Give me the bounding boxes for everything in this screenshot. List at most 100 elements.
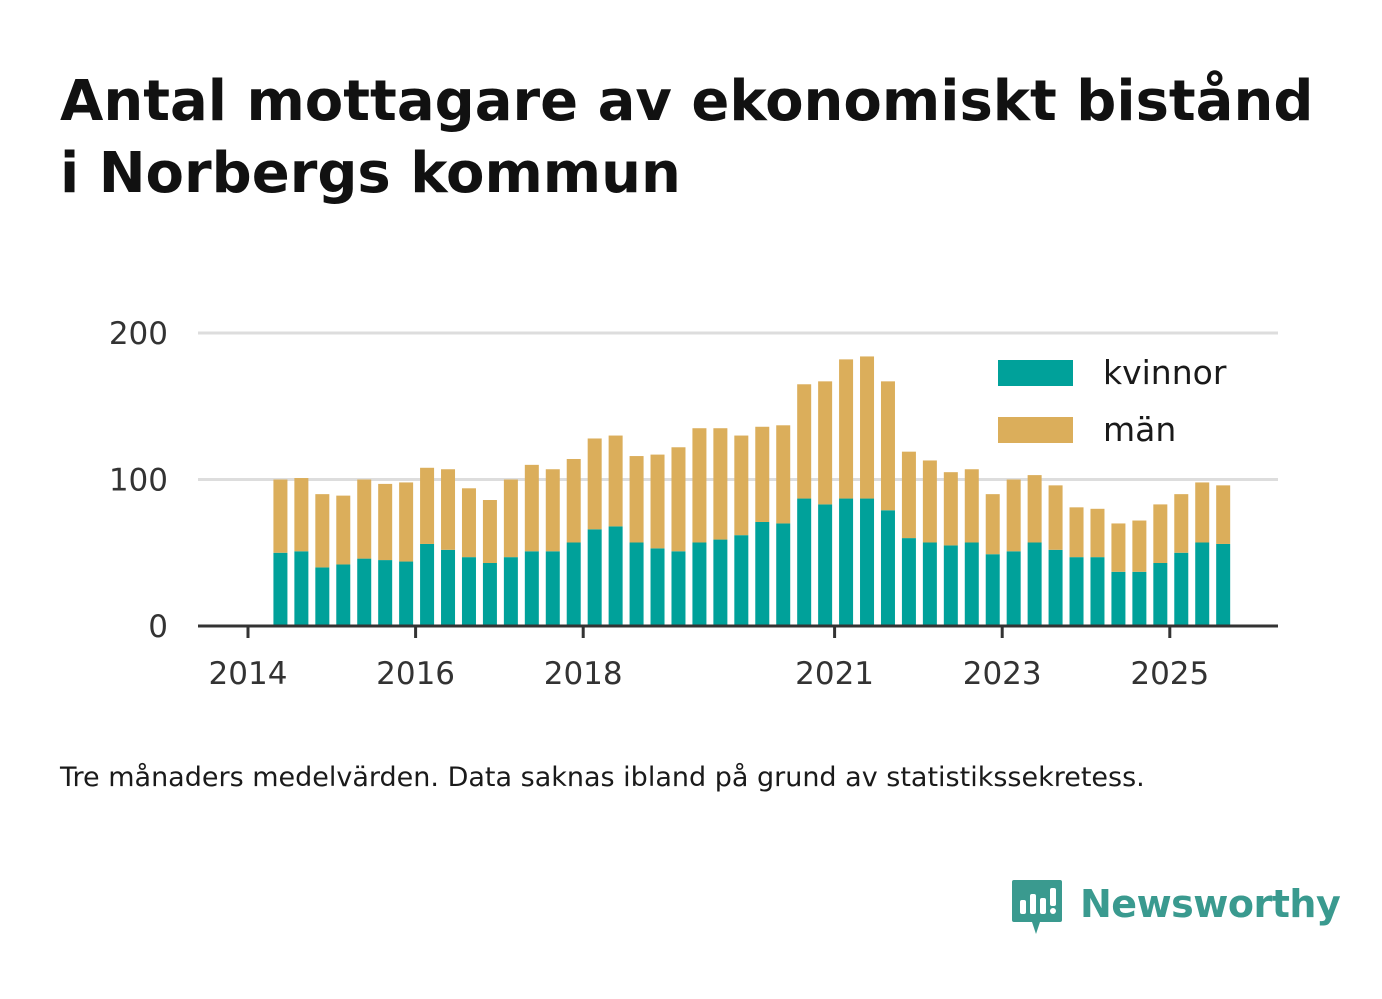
y-tick-label: 100 [109,463,168,499]
bar-man [336,495,351,565]
bar-kvinnor [336,564,351,626]
bar-kvinnor [797,498,812,626]
bar-kvinnor [629,542,644,626]
bar-man [315,494,330,568]
bar-kvinnor [985,554,1000,626]
bar-man [399,482,414,562]
bar-kvinnor [839,498,854,626]
bar-kvinnor [273,552,288,626]
chart-caption: Tre månaders medelvärden. Data saknas ib… [60,762,1145,793]
bar-kvinnor [901,538,916,626]
bar-man [524,464,539,552]
bar-kvinnor [734,535,749,626]
legend-swatch-kvinnor [998,360,1073,386]
bar-kvinnor [294,551,309,626]
bar-kvinnor [1216,543,1231,626]
bar-kvinnor [315,567,330,626]
bar-man [441,469,456,550]
bar-man [1006,479,1021,552]
bar-man [378,483,393,561]
x-tick-label: 2016 [376,656,455,692]
bar-man [587,438,602,530]
bar-man [1027,475,1042,543]
bar-kvinnor [1006,551,1021,626]
bar-kvinnor [441,549,456,626]
bar-man [420,467,435,544]
bar-man [503,479,518,558]
bar-kvinnor [713,539,728,626]
bar-kvinnor [608,526,623,626]
bar-man [294,478,309,552]
y-tick-label: 200 [109,316,168,352]
bar-man [1132,520,1147,572]
newsworthy-logo-icon [1012,880,1062,934]
bar-man [357,479,372,559]
bar-kvinnor [461,557,476,626]
bar-kvinnor [1153,563,1168,626]
bar-kvinnor [524,551,539,626]
bar-kvinnor [860,498,875,626]
chart-title: Antal mottagare av ekonomiskt bistånd i … [60,66,1350,210]
legend-label-man: män [1103,410,1176,449]
bar-man [608,435,623,527]
bar-kvinnor [545,551,560,626]
bar-man [629,456,644,543]
bar-kvinnor [922,542,937,626]
bar-man [922,460,937,543]
bar-kvinnor [776,523,791,626]
bar-kvinnor [818,504,833,626]
bar-man [1153,504,1168,564]
bar-kvinnor [650,548,665,626]
bar-kvinnor [1069,557,1084,626]
bar-kvinnor [964,542,979,626]
bar-man [797,384,812,499]
bar-man [943,472,958,546]
bar-man [482,500,497,564]
brand-name: Newsworthy [1080,882,1341,926]
bar-kvinnor [357,558,372,626]
x-tick-label: 2025 [1130,656,1209,692]
bar-man [1090,508,1105,558]
bar-kvinnor [1111,571,1126,626]
bar-man [776,425,791,524]
bar-man [1111,523,1126,572]
bar-man [901,451,916,539]
bar-man [755,426,770,522]
bar-man [839,359,854,499]
bar-kvinnor [399,561,414,626]
bar-man [650,454,665,549]
bar-kvinnor [420,543,435,626]
bar-kvinnor [1195,542,1210,626]
bar-man [985,494,1000,555]
chart-title-line-1: Antal mottagare av ekonomiskt bistånd [60,69,1314,134]
bar-man [671,447,686,552]
legend-label-kvinnor: kvinnor [1103,353,1227,392]
bar-kvinnor [1027,542,1042,626]
bar-man [566,458,581,543]
bar-kvinnor [671,551,686,626]
bar-man [461,488,476,558]
bar-kvinnor [482,563,497,626]
x-tick-label: 2014 [209,656,288,692]
bar-kvinnor [880,510,895,626]
bar-kvinnor [1174,552,1189,626]
bar-man [692,428,707,543]
bar-man [818,381,833,505]
bar-kvinnor [566,542,581,626]
bar-kvinnor [755,521,770,626]
bar-kvinnor [1048,549,1063,626]
legend-swatch-man [998,417,1073,443]
x-tick-label: 2018 [544,656,623,692]
bar-kvinnor [692,542,707,626]
bar-man [713,428,728,540]
bar-kvinnor [378,560,393,626]
bar-man [734,435,749,536]
bar-kvinnor [1132,571,1147,626]
bar-kvinnor [1090,557,1105,626]
bar-kvinnor [503,557,518,626]
bar-man [1174,494,1189,553]
bar-man [1216,485,1231,544]
bar-man [964,469,979,543]
bar-man [1048,485,1063,550]
y-tick-label: 0 [148,609,168,645]
